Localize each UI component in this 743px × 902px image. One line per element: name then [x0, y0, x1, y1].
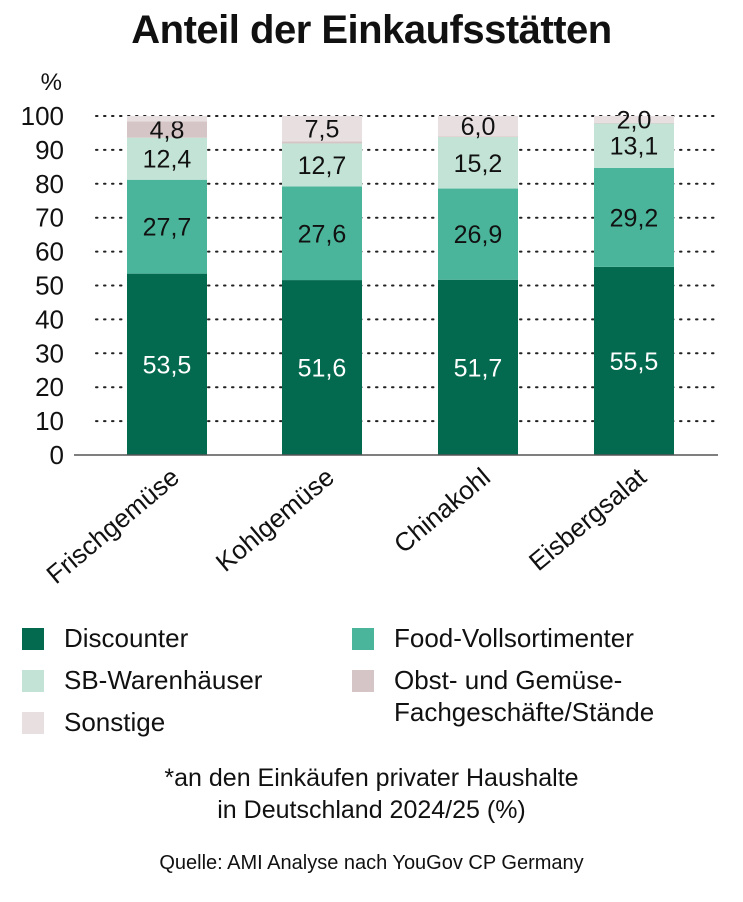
bar-segment — [438, 116, 518, 137]
chart-title: Anteil der Einkaufsstätten — [131, 8, 612, 52]
legend-label: Sonstige — [64, 707, 166, 737]
footnote-line-1: *an den Einkäufen privater Haushalte — [164, 764, 579, 792]
bar-segment — [438, 136, 518, 138]
bar-segment — [438, 188, 518, 280]
bar-segment — [594, 167, 674, 267]
data-label: 27,6 — [298, 220, 347, 248]
bar-segment — [594, 266, 674, 455]
bar-segment — [594, 123, 674, 168]
legend-label: SB-Warenhäuser — [64, 665, 263, 695]
bar-segment — [127, 121, 207, 138]
legend-item-obst-gemuese-fachgeschaefte: Obst- und Gemüse- Fachgeschäfte/Stände — [352, 664, 654, 728]
y-tick-label: 80 — [35, 169, 64, 199]
data-label: 12,7 — [298, 152, 347, 180]
bar-segment — [127, 179, 207, 274]
y-tick-label: 0 — [50, 440, 64, 470]
data-label: 29,2 — [610, 204, 659, 232]
legend-item-food-vollsortimenter: Food-Vollsortimenter — [352, 622, 634, 654]
data-label: 15,2 — [454, 150, 503, 178]
legend-item-sb-warenhaeuser: SB-Warenhäuser — [22, 664, 262, 696]
legend-swatch — [22, 628, 44, 650]
legend-item-discounter: Discounter — [22, 622, 188, 654]
bar-segment — [438, 279, 518, 455]
y-tick-label: 90 — [35, 135, 64, 165]
y-tick-label: 70 — [35, 203, 64, 233]
data-label: 26,9 — [454, 221, 503, 249]
bar-segment — [127, 137, 207, 180]
y-tick-label: 10 — [35, 406, 64, 436]
bars: 53,527,712,44,851,627,612,77,551,726,915… — [127, 106, 674, 455]
x-tick-label: Kohlgemüse — [210, 462, 340, 578]
data-label: 53,5 — [143, 351, 192, 379]
bar-segment — [127, 273, 207, 455]
legend-label: Obst- und Gemüse- — [394, 665, 623, 695]
bar-segment — [127, 116, 207, 122]
bar-segment — [282, 116, 362, 142]
legend-swatch — [352, 628, 374, 650]
data-label: 7,5 — [305, 116, 340, 144]
data-label: 51,7 — [454, 354, 503, 382]
footnote: *an den Einkäufen privater Haushalte in … — [0, 762, 743, 826]
y-tick-label: 20 — [35, 372, 64, 402]
bar-segment — [282, 280, 362, 455]
data-label: 2,0 — [617, 106, 652, 134]
legend-label: Discounter — [64, 623, 189, 653]
legend-swatch — [352, 670, 374, 692]
legend-label: Food-Vollsortimenter — [394, 623, 634, 653]
x-tick-label: Frischgemüse — [40, 462, 184, 590]
data-label: 51,6 — [298, 355, 347, 383]
y-tick-label: 40 — [35, 304, 64, 334]
bar-segment — [438, 137, 518, 189]
legend-item-sonstige: Sonstige — [22, 706, 165, 738]
bar-segment — [282, 186, 362, 281]
data-label: 27,7 — [143, 214, 192, 242]
y-tick-label: 60 — [35, 237, 64, 267]
data-label: 12,4 — [143, 146, 192, 174]
legend-swatch — [22, 712, 44, 734]
y-tick-label: 30 — [35, 338, 64, 368]
data-label: 55,5 — [610, 348, 659, 376]
y-tick-label: 100 — [21, 101, 64, 131]
bar-segment — [282, 141, 362, 144]
bar-segment — [282, 143, 362, 187]
y-tick-label: 50 — [35, 271, 64, 301]
stacked-bar-chart: 53,527,712,44,851,627,612,77,551,726,915… — [21, 69, 719, 590]
x-tick-label: Eisbergsalat — [523, 461, 652, 576]
bar-segment — [594, 116, 674, 123]
x-tick-label: Chinakohl — [388, 462, 496, 559]
legend-swatch — [22, 670, 44, 692]
y-axis-unit-label: % — [41, 69, 62, 96]
data-label: 6,0 — [461, 113, 496, 141]
legend-label-line2: Fachgeschäfte/Stände — [394, 697, 655, 727]
bar-segment — [594, 122, 674, 124]
data-label: 13,1 — [610, 133, 659, 161]
footnote-line-2: in Deutschland 2024/25 (%) — [217, 796, 526, 824]
source-note: Quelle: AMI Analyse nach YouGov CP Germa… — [159, 852, 584, 874]
